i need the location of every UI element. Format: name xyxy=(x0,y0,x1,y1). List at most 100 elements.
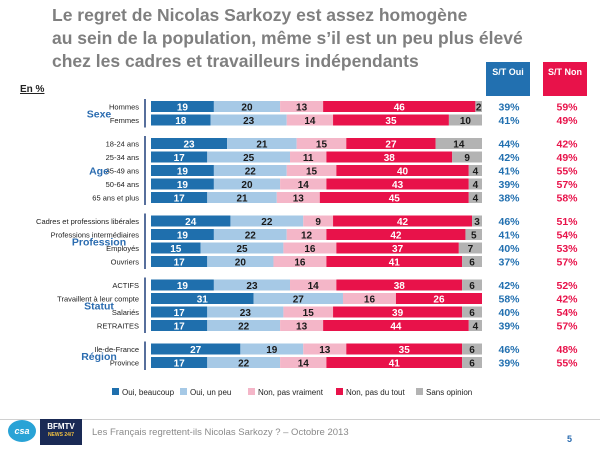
header-st-non: S/T Non xyxy=(543,62,587,96)
data-label-oui-beaucoup: 17 xyxy=(174,153,186,164)
st-non-value: 42% xyxy=(556,139,578,151)
title-line-3: chez les cadres et travailleurs indépend… xyxy=(52,51,419,71)
bar-oui-beaucoup xyxy=(151,138,228,149)
bar-non-pas-vraiment xyxy=(273,256,327,267)
st-oui-value: 46% xyxy=(498,216,520,228)
data-label-non-pas-du-tout: 35 xyxy=(399,345,411,356)
bar-oui-un-peu xyxy=(210,114,287,126)
data-label-oui-un-peu: 25 xyxy=(243,153,255,164)
st-non-value: 55% xyxy=(556,358,578,370)
row-label: Cadres et professions libérales xyxy=(36,217,139,226)
bar-oui-beaucoup xyxy=(151,242,201,254)
data-label-non-pas-du-tout: 42 xyxy=(390,231,402,242)
data-label-non-pas-vraiment: 14 xyxy=(298,180,310,191)
bar-oui-beaucoup xyxy=(151,279,214,291)
bar-non-pas-vraiment xyxy=(290,279,337,291)
bar-sans-opinion xyxy=(462,256,482,267)
bar-oui-un-peu xyxy=(207,320,281,331)
bfmtv-logo-sub: NEWS 24/7 xyxy=(47,432,75,438)
st-oui-value: 39% xyxy=(498,321,520,333)
bar-sans-opinion xyxy=(465,229,482,240)
bar-oui-beaucoup xyxy=(151,192,208,203)
data-label-oui-un-peu: 25 xyxy=(236,244,248,255)
bar-oui-beaucoup xyxy=(151,320,208,331)
data-label-sans-opinion: 4 xyxy=(473,167,479,178)
data-label-non-pas-vraiment: 9 xyxy=(315,217,321,228)
data-label-oui-beaucoup: 31 xyxy=(197,295,209,306)
bar-sans-opinion xyxy=(448,114,482,126)
legend-label-non-pas-du-tout: Non, pas du tout xyxy=(346,388,405,397)
st-oui-value: 42% xyxy=(498,152,520,164)
st-oui-value: 41% xyxy=(498,115,520,127)
data-label-oui-un-peu: 23 xyxy=(243,116,255,127)
data-label-oui-beaucoup: 17 xyxy=(174,322,186,333)
st-oui-value: 41% xyxy=(498,230,520,242)
bar-oui-beaucoup xyxy=(151,293,254,304)
data-label-sans-opinion: 6 xyxy=(469,359,475,370)
csa-logo: csa xyxy=(8,420,36,442)
st-oui-value: 39% xyxy=(498,179,520,191)
data-label-oui-beaucoup: 17 xyxy=(174,258,186,269)
row-label: Ile-de-France xyxy=(94,345,139,354)
row-label: Femmes xyxy=(110,116,139,125)
group-label: Sexe xyxy=(87,108,112,120)
row-label: Province xyxy=(110,359,139,368)
bar-sans-opinion xyxy=(468,320,482,331)
page-title: Le regret de Nicolas Sarkozy est assez h… xyxy=(52,4,523,73)
bar-non-pas-vraiment xyxy=(280,357,327,368)
data-label-sans-opinion: 7 xyxy=(468,244,474,255)
data-label-non-pas-du-tout: 38 xyxy=(384,153,396,164)
bar-sans-opinion xyxy=(462,279,482,291)
data-label-oui-beaucoup: 18 xyxy=(175,116,187,127)
bar-non-pas-du-tout xyxy=(346,343,463,355)
bar-non-pas-vraiment xyxy=(283,306,334,318)
data-label-oui-un-peu: 20 xyxy=(241,180,253,191)
data-label-oui-un-peu: 20 xyxy=(241,103,253,114)
st-oui-value: 40% xyxy=(498,243,520,255)
bar-non-pas-du-tout xyxy=(326,229,466,240)
row-label: Salariés xyxy=(112,308,139,317)
bar-non-pas-vraiment xyxy=(296,138,347,149)
bar-oui-beaucoup xyxy=(151,215,231,227)
row-label: 50-64 ans xyxy=(106,180,140,189)
data-label-oui-beaucoup: 17 xyxy=(174,359,186,370)
bar-non-pas-du-tout xyxy=(323,101,476,112)
data-label-sans-opinion: 3 xyxy=(474,217,480,228)
data-label-oui-beaucoup: 19 xyxy=(177,231,189,242)
data-label-non-pas-vraiment: 15 xyxy=(316,140,328,151)
data-label-non-pas-du-tout: 44 xyxy=(390,322,402,333)
bar-non-pas-du-tout xyxy=(336,165,469,176)
data-label-oui-beaucoup: 15 xyxy=(170,244,182,255)
bar-oui-un-peu xyxy=(207,151,291,163)
data-label-sans-opinion: 9 xyxy=(464,153,470,164)
bar-oui-un-peu xyxy=(207,192,277,203)
bar-sans-opinion xyxy=(468,165,482,176)
data-label-oui-un-peu: 22 xyxy=(238,322,250,333)
data-label-non-pas-vraiment: 12 xyxy=(301,231,313,242)
legend-label-sans-opinion: Sans opinion xyxy=(426,388,472,397)
data-label-sans-opinion: 4 xyxy=(473,322,479,333)
bar-oui-un-peu xyxy=(207,306,284,318)
bar-non-pas-vraiment xyxy=(276,192,320,203)
group-label: Statut xyxy=(84,300,114,312)
data-label-non-pas-du-tout: 45 xyxy=(389,194,401,205)
st-oui-value: 39% xyxy=(498,102,520,114)
bar-oui-beaucoup xyxy=(151,178,214,190)
data-label-oui-un-peu: 19 xyxy=(266,345,278,356)
bar-oui-un-peu xyxy=(227,138,297,149)
data-label-oui-beaucoup: 23 xyxy=(184,140,196,151)
unit-label: En % xyxy=(20,84,45,95)
bar-non-pas-du-tout xyxy=(346,138,436,149)
data-label-sans-opinion: 5 xyxy=(471,231,477,242)
data-label-non-pas-vraiment: 13 xyxy=(293,194,305,205)
row-label: Professions intermédiaires xyxy=(51,231,140,240)
bar-sans-opinion xyxy=(468,178,482,190)
bar-oui-beaucoup xyxy=(151,306,208,318)
bar-oui-beaucoup xyxy=(151,343,241,355)
bar-oui-un-peu xyxy=(207,256,274,267)
bar-oui-un-peu xyxy=(253,293,343,304)
data-label-non-pas-vraiment: 14 xyxy=(308,281,320,292)
title-line-1: Le regret de Nicolas Sarkozy est assez h… xyxy=(52,5,468,25)
data-label-non-pas-vraiment: 13 xyxy=(296,322,308,333)
row-label: 18-24 ans xyxy=(106,140,140,149)
